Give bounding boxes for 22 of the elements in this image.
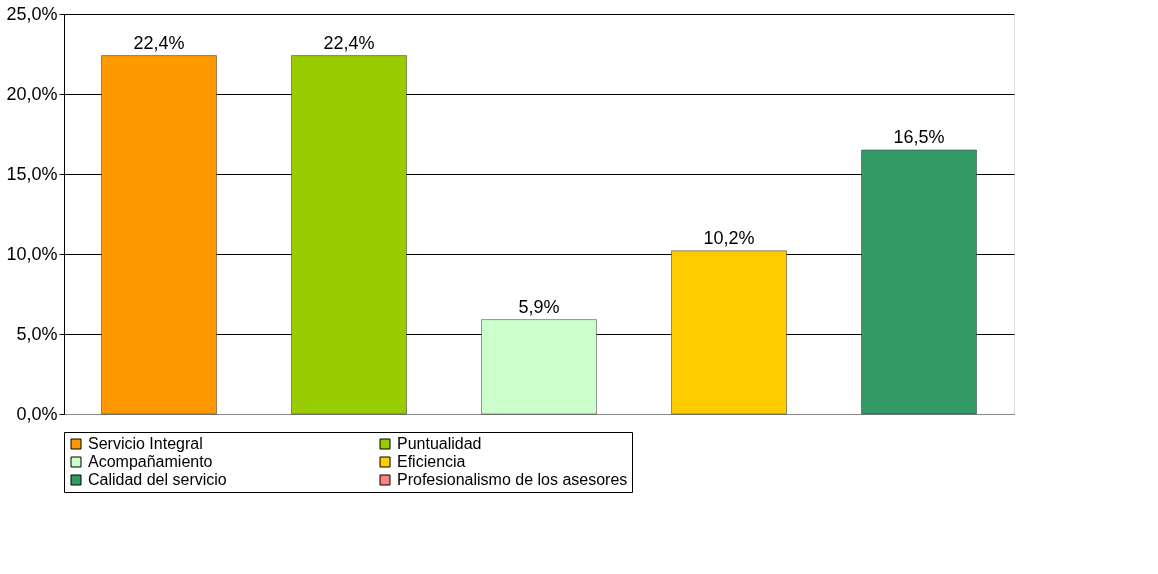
legend-label: Profesionalismo de los asesores (397, 471, 628, 488)
y-tick-label: 15,0% (6, 163, 58, 184)
bar (101, 55, 217, 415)
legend-label: Servicio Integral (88, 435, 203, 452)
bar (291, 55, 407, 415)
y-tick-label: 10,0% (6, 243, 58, 264)
data-label: 16,5% (893, 127, 945, 147)
data-label: 22,4% (323, 32, 375, 53)
data-label: 22,4% (133, 32, 185, 53)
data-label: 5,9% (518, 296, 560, 317)
legend-label: Eficiencia (397, 453, 466, 470)
y-tick-label: 25,0% (6, 3, 58, 24)
data-label: 10,2% (703, 227, 755, 248)
legend-label: Puntualidad (397, 435, 482, 452)
y-tick-label: 20,0% (6, 83, 58, 104)
bar (861, 149, 977, 415)
bar (481, 319, 597, 415)
legend-label: Calidad del servicio (88, 471, 227, 488)
bar (671, 250, 787, 415)
y-tick-label: 0,0% (16, 403, 58, 424)
y-tick-label: 5,0% (16, 323, 58, 344)
legend-label: Acompañamiento (88, 453, 213, 470)
